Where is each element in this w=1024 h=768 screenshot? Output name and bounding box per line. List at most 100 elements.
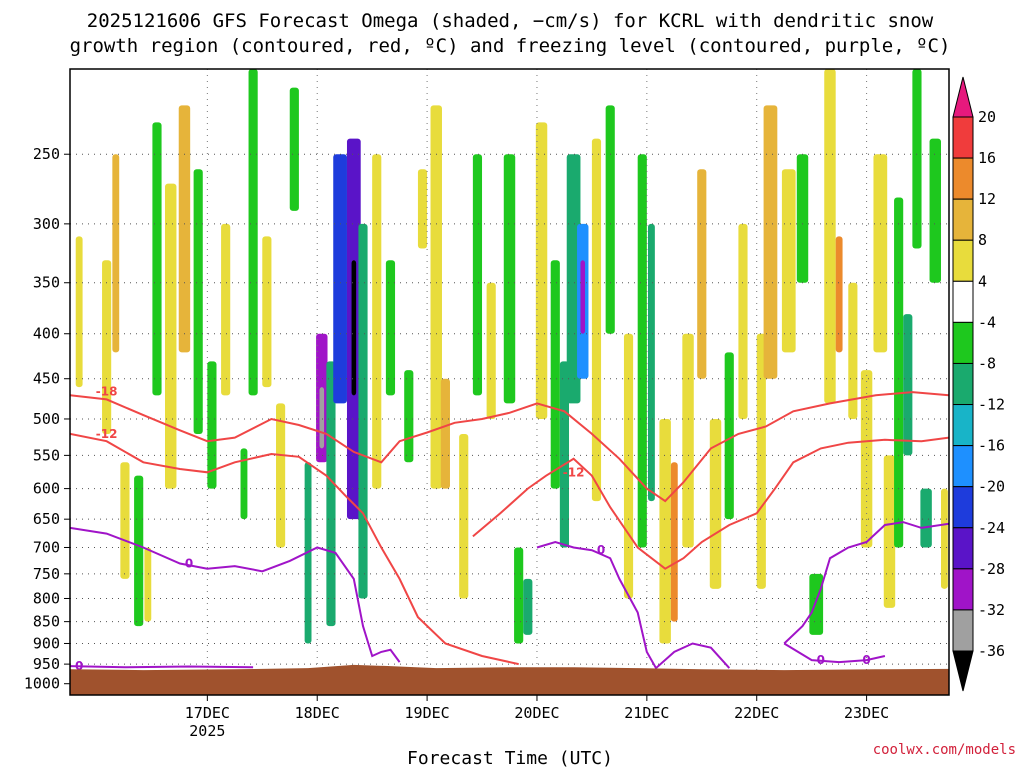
omega-patch <box>796 154 809 283</box>
colorbar-tick-label: 20 <box>978 108 996 126</box>
omega-patch <box>605 105 615 334</box>
colorbar-bin <box>952 280 974 323</box>
contour-label: -12 <box>96 427 118 441</box>
colorbar-bin <box>952 321 974 364</box>
credit-link[interactable]: coolwx.com/models <box>873 742 1016 758</box>
omega-patch <box>319 387 325 449</box>
title-line-2: growth region (contoured, red, ºC) and f… <box>70 35 951 57</box>
omega-patch <box>835 236 843 353</box>
y-tick-label: 550 <box>33 446 60 464</box>
omega-patch <box>144 547 152 622</box>
omega-patch <box>358 223 368 599</box>
omega-patch <box>591 138 602 502</box>
omega-patch <box>221 223 231 396</box>
omega-patch <box>940 488 948 589</box>
y-tick-label: 750 <box>33 565 60 583</box>
colorbar-tick-label: -16 <box>978 437 1005 455</box>
omega-patch <box>207 361 217 489</box>
omega-patch <box>709 418 722 589</box>
colorbar-bottom-arrow <box>952 650 974 692</box>
omega-patch <box>134 475 144 627</box>
contour-line <box>783 521 949 645</box>
omega-patch <box>763 105 778 379</box>
omega-patch <box>637 154 647 548</box>
omega-patch <box>781 169 796 353</box>
contour-line <box>472 436 949 570</box>
colorbar-tick-label: -12 <box>978 396 1005 414</box>
terrain-surface <box>70 664 949 695</box>
omega-patch <box>550 260 560 489</box>
plot-frame <box>69 68 950 696</box>
colorbar-tick-label: -20 <box>978 478 1005 496</box>
omega-patch <box>523 578 533 635</box>
y-axis: 250 300 350 400 450 500 550 600 650 700 750 800 850 9… <box>24 145 70 693</box>
y-tick-label: 300 <box>33 215 60 233</box>
chart-title: 2025121606 GFS Forecast Omega (shaded, −… <box>70 10 951 57</box>
omega-patch <box>276 403 286 548</box>
colorbar-bin <box>952 362 974 406</box>
omega-patch <box>404 370 414 463</box>
terrain-fill <box>70 664 949 695</box>
y-tick-label: 800 <box>33 589 60 607</box>
colorbar-bin <box>952 527 974 570</box>
colorbar-tick-label: 4 <box>978 272 987 290</box>
colorbar-bin <box>952 198 974 241</box>
colorbar-bin <box>952 609 974 652</box>
contour-line <box>70 665 254 669</box>
omega-patch <box>440 378 450 489</box>
colorbar-bin <box>952 116 974 159</box>
omega-patch <box>647 223 655 502</box>
omega-patch <box>824 69 836 404</box>
omega-patch <box>659 418 671 644</box>
omega-patch <box>848 282 858 419</box>
contour-line <box>783 642 886 664</box>
omega-patch <box>120 462 130 579</box>
contour-label: 0 <box>75 659 83 673</box>
omega-patch <box>912 69 922 249</box>
colorbar-tick-label: -32 <box>978 601 1005 619</box>
omega-patch <box>152 122 162 396</box>
omega-patch <box>738 223 748 419</box>
contour-label: 0 <box>185 557 193 571</box>
omega-patch <box>351 260 357 396</box>
x-tick-label: 23DEC <box>844 704 889 722</box>
colorbar-bin <box>952 239 974 282</box>
x-tick-sublabel: 2025 <box>189 722 225 740</box>
omega-patch <box>697 169 707 379</box>
omega-patch <box>559 361 570 548</box>
omega-patch <box>486 282 496 419</box>
y-tick-label: 500 <box>33 410 60 428</box>
omega-patch <box>682 333 694 548</box>
x-tick-label: 22DEC <box>734 704 779 722</box>
colorbar-tick-label: -24 <box>978 519 1005 537</box>
y-tick-label: 600 <box>33 480 60 498</box>
x-tick-label: 19DEC <box>405 704 450 722</box>
x-tick-label: 18DEC <box>295 704 340 722</box>
omega-patch <box>514 547 524 644</box>
colorbar-bin <box>952 568 974 611</box>
colorbar-tick-label: 16 <box>978 149 996 167</box>
omega-patch <box>860 370 873 548</box>
y-tick-label: 450 <box>33 370 60 388</box>
omega-patch <box>240 448 248 520</box>
omega-shading <box>75 69 948 644</box>
x-tick-label: 17DEC <box>185 704 230 722</box>
omega-patch <box>535 122 548 419</box>
y-tick-label: 650 <box>33 510 60 528</box>
colorbar-tick-label: 8 <box>978 231 987 249</box>
omega-patch <box>883 455 896 608</box>
omega-patch <box>112 154 120 353</box>
omega-patch <box>75 236 83 388</box>
y-tick-label: 350 <box>33 274 60 292</box>
omega-patch <box>894 197 904 548</box>
omega-patch <box>809 573 824 635</box>
omega-patch <box>417 169 428 249</box>
omega-patch <box>929 138 941 283</box>
omega-patch <box>503 154 516 404</box>
omega-patch <box>248 69 258 396</box>
colorbar-bin <box>952 486 974 529</box>
colorbar-bin <box>952 404 974 447</box>
